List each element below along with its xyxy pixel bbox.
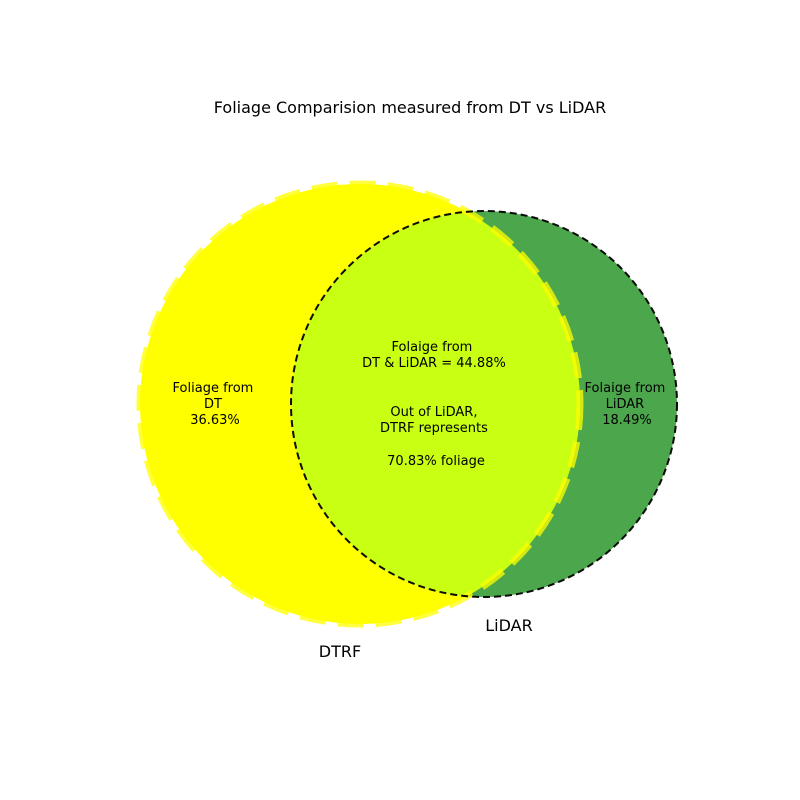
right-only-label: Folaige from LiDAR 18.49% <box>585 381 670 428</box>
annotation-line-4: 70.83% foliage <box>387 454 485 469</box>
dtrf-circle-outline <box>136 180 584 628</box>
annotation-line-1: Out of LiDAR, <box>390 405 477 420</box>
annotation-text: Out of LiDAR, DTRF represents 70.83% fol… <box>380 405 492 469</box>
lidar-circle-outline <box>290 210 678 598</box>
left-only-line-1: Foliage from <box>173 381 254 396</box>
right-only-line-2: LiDAR <box>606 397 645 412</box>
left-only-label: Foliage from DT 36.63% <box>173 381 258 428</box>
chart-title: Foliage Comparision measured from DT vs … <box>214 98 606 117</box>
lidar-set-label: LiDAR <box>485 616 532 635</box>
left-only-line-3: 36.63% <box>190 413 240 428</box>
overlap-region <box>291 211 580 597</box>
dtrf-set-label: DTRF <box>319 642 361 661</box>
overlap-line-2: DT & LiDAR = 44.88% <box>362 356 506 371</box>
annotation-line-2: DTRF represents <box>380 421 488 436</box>
overlap-line-1: Folaige from <box>392 340 473 355</box>
overlap-label: Folaige from DT & LiDAR = 44.88% <box>362 340 506 371</box>
right-only-line-1: Folaige from <box>585 381 666 396</box>
right-only-line-3: 18.49% <box>602 413 652 428</box>
left-only-line-2: DT <box>204 397 222 412</box>
